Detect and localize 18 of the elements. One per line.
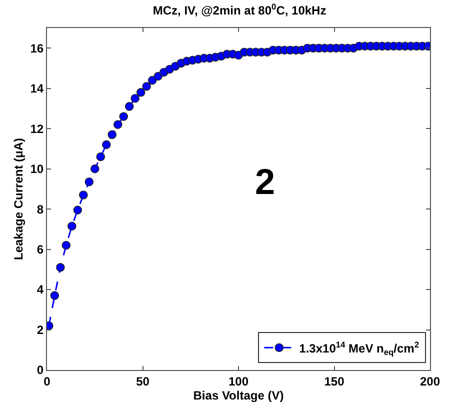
y-tick-label: 8 <box>36 202 44 216</box>
annotation: 2 <box>255 161 276 202</box>
x-tick-label: 150 <box>324 374 345 388</box>
x-axis-title: Bias Voltage (V) <box>193 388 284 402</box>
x-tick-label: 100 <box>228 374 249 388</box>
y-tick-label: 12 <box>30 122 44 136</box>
legend-label: 1.3x10$^{14}$ MeV n$_{eq}$/cm$^{2}$ <box>299 339 420 357</box>
x-tick-label: 200 <box>420 374 440 388</box>
y-tick-label: 4 <box>36 282 44 297</box>
y-tick-label: 0 <box>36 363 44 378</box>
y-tick-label: 6 <box>36 242 44 256</box>
y-tick-label: 10 <box>30 162 44 176</box>
y-axis-title: Leakage Current (μA) <box>12 138 26 260</box>
y-tick-label: 2 <box>36 322 44 337</box>
y-tick-label: 16 <box>30 41 44 56</box>
chart-title: MCz, IV, @2min at 80$^{0}$C, 10kHz <box>152 2 326 18</box>
y-tick-label: 14 <box>30 82 44 96</box>
x-tick-label: 50 <box>136 374 150 388</box>
